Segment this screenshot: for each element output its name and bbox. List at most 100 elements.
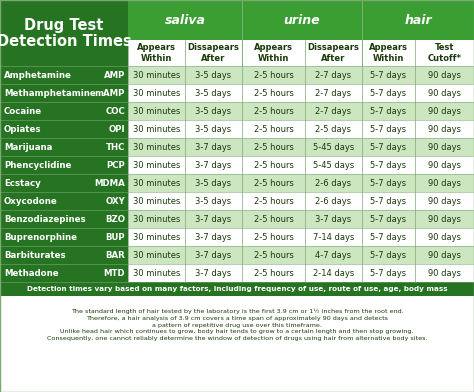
- Text: 3-5 days: 3-5 days: [195, 125, 232, 134]
- Text: OXY: OXY: [105, 196, 125, 205]
- Bar: [362, 210, 415, 228]
- Bar: [362, 228, 415, 246]
- Text: 2-5 hours: 2-5 hours: [254, 232, 293, 241]
- Bar: [305, 40, 362, 66]
- Text: 2-5 hours: 2-5 hours: [254, 89, 293, 98]
- Text: 30 minutes: 30 minutes: [133, 269, 180, 278]
- Text: Dissapears
After: Dissapears After: [188, 43, 239, 63]
- Text: 90 days: 90 days: [428, 107, 461, 116]
- Text: Test
Cutoff*: Test Cutoff*: [428, 43, 462, 63]
- Text: 30 minutes: 30 minutes: [133, 107, 180, 116]
- Bar: [415, 66, 474, 84]
- Text: 2-5 hours: 2-5 hours: [254, 250, 293, 260]
- Bar: [415, 174, 474, 192]
- Text: 30 minutes: 30 minutes: [133, 178, 180, 187]
- Text: 90 days: 90 days: [428, 196, 461, 205]
- Text: Marijuana: Marijuana: [4, 143, 52, 151]
- Text: 90 days: 90 days: [428, 125, 461, 134]
- Bar: [362, 246, 415, 264]
- Text: 2-5 hours: 2-5 hours: [254, 125, 293, 134]
- Bar: [362, 0, 474, 40]
- Bar: [415, 102, 474, 120]
- Bar: [128, 66, 185, 84]
- Bar: [185, 102, 242, 120]
- Text: BUP: BUP: [105, 232, 125, 241]
- Text: 5-7 days: 5-7 days: [371, 71, 407, 80]
- Bar: [242, 246, 305, 264]
- Bar: [128, 138, 185, 156]
- Bar: [362, 40, 415, 66]
- Bar: [128, 102, 185, 120]
- Bar: [185, 228, 242, 246]
- Bar: [0, 66, 128, 84]
- Text: Cocaine: Cocaine: [4, 107, 42, 116]
- Bar: [0, 246, 128, 264]
- Text: The standard length of hair tested by the laboratory is the first 3.9 cm or 1½ i: The standard length of hair tested by th…: [47, 309, 427, 341]
- Text: 3-5 days: 3-5 days: [195, 71, 232, 80]
- Text: hair: hair: [404, 13, 432, 27]
- Text: Buprenorphine: Buprenorphine: [4, 232, 77, 241]
- Bar: [185, 174, 242, 192]
- Text: 30 minutes: 30 minutes: [133, 160, 180, 169]
- Bar: [242, 156, 305, 174]
- Text: 5-7 days: 5-7 days: [371, 269, 407, 278]
- Bar: [128, 0, 242, 40]
- Bar: [305, 84, 362, 102]
- Bar: [185, 40, 242, 66]
- Text: 90 days: 90 days: [428, 71, 461, 80]
- Text: Methadone: Methadone: [4, 269, 59, 278]
- Text: 5-7 days: 5-7 days: [371, 125, 407, 134]
- Bar: [362, 156, 415, 174]
- Bar: [362, 120, 415, 138]
- Text: MTD: MTD: [103, 269, 125, 278]
- Bar: [128, 210, 185, 228]
- Bar: [415, 138, 474, 156]
- Text: 3-5 days: 3-5 days: [195, 89, 232, 98]
- Bar: [242, 120, 305, 138]
- Bar: [415, 192, 474, 210]
- Text: AMP: AMP: [104, 71, 125, 80]
- Text: COC: COC: [105, 107, 125, 116]
- Text: Drug Test: Drug Test: [24, 18, 104, 33]
- Text: 5-7 days: 5-7 days: [371, 178, 407, 187]
- Text: 2-5 hours: 2-5 hours: [254, 178, 293, 187]
- Bar: [128, 246, 185, 264]
- Text: Amphetamine: Amphetamine: [4, 71, 72, 80]
- Bar: [362, 138, 415, 156]
- Bar: [305, 246, 362, 264]
- Bar: [362, 192, 415, 210]
- Bar: [185, 210, 242, 228]
- Text: 30 minutes: 30 minutes: [133, 125, 180, 134]
- Bar: [185, 156, 242, 174]
- Text: 90 days: 90 days: [428, 232, 461, 241]
- Text: MDMA: MDMA: [94, 178, 125, 187]
- Bar: [362, 66, 415, 84]
- Bar: [128, 192, 185, 210]
- Bar: [242, 84, 305, 102]
- Bar: [305, 192, 362, 210]
- Text: 5-7 days: 5-7 days: [371, 143, 407, 151]
- Text: 30 minutes: 30 minutes: [133, 214, 180, 223]
- Text: 2-5 hours: 2-5 hours: [254, 71, 293, 80]
- Text: 90 days: 90 days: [428, 269, 461, 278]
- Bar: [0, 210, 128, 228]
- Text: BAR: BAR: [105, 250, 125, 260]
- Text: BZO: BZO: [105, 214, 125, 223]
- Bar: [185, 264, 242, 282]
- Text: 2-5 hours: 2-5 hours: [254, 107, 293, 116]
- Text: Appears
Within: Appears Within: [137, 43, 176, 63]
- Bar: [0, 138, 128, 156]
- Text: Appears
Within: Appears Within: [369, 43, 408, 63]
- Text: 30 minutes: 30 minutes: [133, 89, 180, 98]
- Text: 2-6 days: 2-6 days: [315, 178, 352, 187]
- Bar: [128, 40, 185, 66]
- Bar: [0, 192, 128, 210]
- Text: PCP: PCP: [106, 160, 125, 169]
- Text: 3-5 days: 3-5 days: [195, 196, 232, 205]
- Bar: [305, 210, 362, 228]
- Text: urine: urine: [283, 13, 320, 27]
- Bar: [128, 120, 185, 138]
- Bar: [0, 102, 128, 120]
- Text: Phencyclidine: Phencyclidine: [4, 160, 72, 169]
- Text: 5-7 days: 5-7 days: [371, 89, 407, 98]
